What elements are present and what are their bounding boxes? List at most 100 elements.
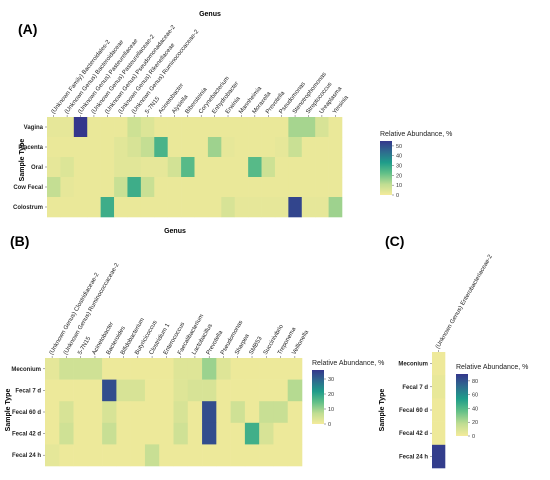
heatmap-cell [45, 358, 60, 380]
panel-b-ylabel: Sample Type [5, 389, 12, 432]
heatmap-cell [154, 117, 168, 138]
heatmap-cell [127, 197, 142, 218]
heatmap-cell [140, 117, 155, 138]
heatmap-cell [187, 358, 203, 380]
heatmap-cell [315, 177, 329, 198]
heatmap-cell [167, 117, 182, 138]
heatmap-cell [288, 117, 303, 138]
heatmap-cell [273, 358, 289, 380]
heatmap-cell [181, 137, 195, 158]
heatmap-cell [328, 197, 343, 218]
panel-a-ylabel: Sample Type [19, 139, 26, 182]
heatmap-cell [234, 197, 249, 218]
heatmap-cell [287, 358, 303, 380]
panel-b-legend-title: Relative Abundance, % [312, 360, 384, 367]
heatmap-cell [301, 177, 316, 198]
heatmap-cell [244, 379, 260, 402]
y-tick-label: Fecal 7 d [15, 388, 41, 394]
legend-tick-label: 60 [472, 393, 478, 399]
panel-c-legend-title: Relative Abundance, % [456, 364, 528, 371]
heatmap-cell [102, 422, 117, 445]
heatmap-cell [154, 177, 168, 198]
panel-b-legend: Relative Abundance, % 0 10 20 30 [312, 360, 384, 428]
panel-b-heatmap: (B) Genus Sample Type (Unknown Genus) Cl… [5, 228, 384, 467]
heatmap-cell [216, 358, 231, 380]
heatmap-cell [273, 422, 289, 445]
heatmap-cell [100, 197, 115, 218]
heatmap-cell [73, 444, 89, 467]
heatmap-cell [259, 401, 274, 424]
panel-b-title: Genus [164, 228, 186, 235]
x-tick-label: 5-7N15 [77, 335, 92, 356]
legend-tick-label: 30 [328, 377, 334, 383]
heatmap-cell [216, 401, 231, 424]
heatmap-cell [207, 117, 222, 138]
heatmap-cell [144, 422, 160, 445]
heatmap-cell [116, 379, 131, 402]
heatmap-cell [274, 177, 289, 198]
heatmap-cell [87, 358, 103, 380]
heatmap-cell [130, 358, 146, 380]
heatmap-cell [202, 379, 217, 402]
heatmap-cell [173, 444, 189, 467]
heatmap-cell [73, 197, 88, 218]
heatmap-cell [87, 379, 103, 402]
y-tick-label: Colostrum [13, 205, 43, 211]
x-tick-label: SMB53 [249, 335, 264, 356]
heatmap-cell [187, 444, 203, 467]
heatmap-cell [230, 358, 246, 380]
legend-tick-label: 80 [472, 379, 478, 385]
y-tick-label: Placenta [18, 145, 43, 151]
heatmap-cell [60, 157, 75, 178]
heatmap-cell [114, 197, 128, 218]
heatmap-cell [47, 157, 61, 178]
heatmap-cell [60, 177, 75, 198]
heatmap-cell [234, 157, 249, 178]
panel-c-legend: Relative Abundance, % 0 20 40 60 80 [456, 364, 528, 440]
heatmap-cell [154, 157, 168, 178]
panel-c-letter: (C) [385, 233, 404, 249]
heatmap-cell [194, 117, 209, 138]
heatmap-cell [432, 398, 446, 422]
heatmap-cell [60, 117, 75, 138]
heatmap-cell [194, 177, 209, 198]
heatmap-cell [261, 117, 276, 138]
heatmap-cell [59, 358, 74, 380]
heatmap-cell [140, 157, 155, 178]
heatmap-cell [45, 444, 60, 467]
heatmap-cell [159, 401, 174, 424]
legend-tick-label: 0 [472, 434, 475, 440]
heatmap-cell [167, 197, 182, 218]
heatmap-cell [221, 197, 236, 218]
heatmap-cell [287, 379, 303, 402]
heatmap-cell [207, 137, 222, 158]
heatmap-cell [73, 379, 89, 402]
heatmap-cell [59, 444, 74, 467]
heatmap-cell [159, 358, 174, 380]
heatmap-cell [221, 157, 236, 178]
heatmap-cell [87, 444, 103, 467]
panel-a-heatmap: (A) Genus Sample Type (Unknown Family) B… [13, 11, 452, 218]
y-tick-label: Cow Fecal [13, 185, 43, 191]
panel-a-letter: (A) [18, 21, 37, 37]
panel-b-colorbar [312, 370, 324, 424]
y-tick-label: Oral [31, 165, 43, 171]
heatmap-cell [248, 137, 262, 158]
y-tick-label: Meconium [11, 367, 41, 373]
legend-tick-label: 40 [472, 406, 478, 412]
heatmap-cell [130, 401, 146, 424]
heatmap-cell [102, 444, 117, 467]
heatmap-cell [261, 197, 276, 218]
heatmap-cell [315, 137, 329, 158]
x-tick-label: (Unknown Genus) Enterobacteriaceae-2 [435, 253, 494, 350]
heatmap-cell [100, 177, 115, 198]
heatmap-cell [221, 177, 236, 198]
y-tick-label: Fecal 60 d [399, 408, 428, 414]
heatmap-cell [273, 379, 289, 402]
heatmap-cell [59, 401, 74, 424]
heatmap-cell [301, 117, 316, 138]
heatmap-cell [261, 177, 276, 198]
heatmap-cell [274, 157, 289, 178]
y-tick-label: Fecal 42 d [12, 432, 41, 438]
heatmap-cell [301, 197, 316, 218]
